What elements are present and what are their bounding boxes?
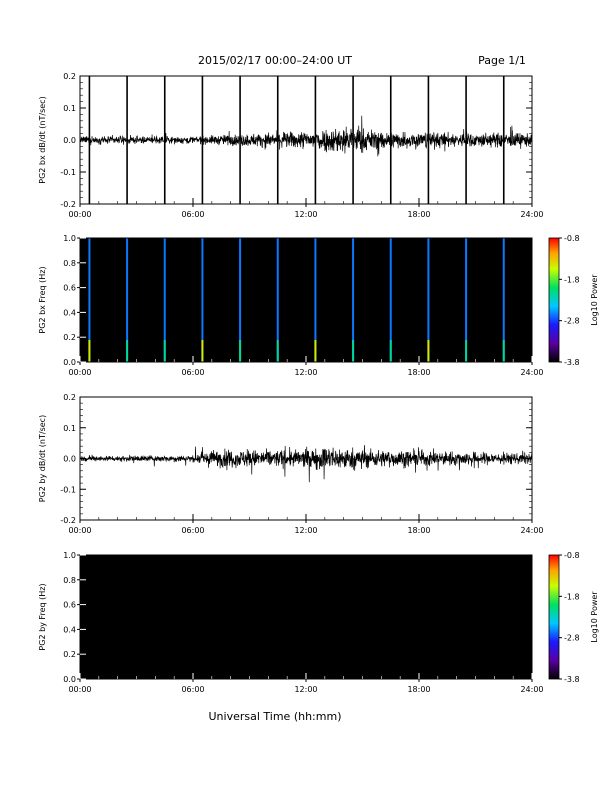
data-trace — [80, 115, 532, 157]
x-tick-label: 18:00 — [407, 368, 430, 377]
heatmap-background — [80, 555, 532, 679]
y-tick-label: 0.6 — [63, 601, 76, 610]
calibration-line — [276, 238, 279, 362]
colorbar-tick-label: -2.8 — [564, 317, 580, 326]
calibration-line-base — [314, 340, 317, 362]
x-axis-title: Universal Time (hh:mm) — [209, 710, 342, 723]
calibration-line — [502, 238, 505, 362]
data-trace — [80, 445, 532, 483]
calibration-line — [201, 238, 204, 362]
y-axis-label: PG2 bx dB/dt (nT/sec) — [38, 96, 47, 183]
x-tick-label: 24:00 — [520, 368, 543, 377]
colorbar-tick-label: -1.8 — [564, 275, 580, 284]
x-tick-label: 18:00 — [407, 210, 430, 219]
x-tick-label: 24:00 — [520, 210, 543, 219]
x-tick-label: 00:00 — [68, 210, 91, 219]
y-tick-label: -0.1 — [60, 485, 76, 494]
panel-4: 1.0 0.8 0.6 0.4 0.2 0.0 -0.8 -1.8 -2.8 -3.8 Log10 … — [38, 551, 599, 694]
colorbar-tick-label: -2.8 — [564, 634, 580, 643]
x-tick-label: 00:00 — [68, 526, 91, 535]
colorbar-tick-label: -3.8 — [564, 675, 580, 684]
y-tick-label: 1.0 — [63, 551, 76, 560]
y-tick-label: 0.2 — [63, 72, 76, 81]
y-tick-label: 0.2 — [63, 333, 76, 342]
calibration-line-base — [276, 340, 279, 362]
calibration-line-base — [465, 340, 468, 362]
calibration-line-base — [126, 340, 129, 362]
calibration-line-base — [88, 340, 91, 362]
y-axis-label: PG2 by dB/dt (nT/sec) — [38, 415, 47, 502]
y-tick-label: 0.8 — [63, 259, 76, 268]
calibration-line — [163, 238, 166, 362]
x-tick-label: 06:00 — [181, 685, 204, 694]
panel-2: 1.0 0.8 0.6 0.4 0.2 0.0 -0.8 -1.8 -2.8 -3.8 Log10 … — [38, 234, 599, 377]
y-tick-label: 0.0 — [63, 136, 76, 145]
y-tick-label: 0.8 — [63, 576, 76, 585]
colorbar-label: Log10 Power — [590, 591, 599, 643]
y-tick-label: 0.4 — [63, 625, 76, 634]
panel-1: 0.2 0.1 0.0 -0.1 -0.200:00 06:00 12:00 18:00 24:… — [38, 72, 544, 219]
panels: 0.20.10.0-0.1-0.200:00 06:00 12:00 18:00 24:… — [38, 72, 599, 694]
y-tick-label: -0.2 — [60, 200, 76, 209]
x-tick-label: 24:00 — [520, 526, 543, 535]
y-tick-label: -0.1 — [60, 168, 76, 177]
y-tick-label: 1.0 — [63, 234, 76, 243]
colorbar — [548, 237, 560, 363]
x-tick-label: 18:00 — [407, 685, 430, 694]
calibration-line-base — [427, 340, 430, 362]
x-tick-label: 00:00 — [68, 685, 91, 694]
x-tick-label: 18:00 — [407, 526, 430, 535]
colorbar-tick-label: -0.8 — [564, 234, 580, 243]
x-tick-label: 12:00 — [294, 526, 317, 535]
calibration-line-base — [163, 340, 166, 362]
calibration-line — [126, 238, 129, 362]
x-tick-label: 12:00 — [294, 210, 317, 219]
calibration-line — [465, 238, 468, 362]
y-tick-label: 0.0 — [63, 455, 76, 464]
y-axis-label: PG2 bx Freq (Hz) — [38, 266, 47, 333]
calibration-line-base — [502, 340, 505, 362]
x-tick-label: 06:00 — [181, 368, 204, 377]
y-axis-label: PG2 by Freq (Hz) — [38, 583, 47, 650]
calibration-line — [88, 238, 91, 362]
calibration-line-base — [352, 340, 355, 362]
calibration-line-base — [239, 340, 242, 362]
x-tick-label: 12:00 — [294, 685, 317, 694]
colorbar-tick-label: -0.8 — [564, 551, 580, 560]
x-tick-label: 00:00 — [68, 368, 91, 377]
y-tick-label: 0.0 — [63, 358, 76, 367]
panel-3: 0.2 0.1 0.0 -0.1 -0.200:00 06:00 12:00 18:00 24:… — [38, 393, 544, 535]
heatmap-background — [80, 238, 532, 362]
calibration-line — [389, 238, 392, 362]
calibration-line — [239, 238, 242, 362]
y-tick-label: -0.2 — [60, 516, 76, 525]
y-tick-label: 0.2 — [63, 650, 76, 659]
y-tick-label: 0.4 — [63, 308, 76, 317]
y-tick-label: 0.2 — [63, 393, 76, 402]
colorbar-label: Log10 Power — [590, 274, 599, 326]
colorbar — [548, 554, 560, 680]
x-tick-label: 12:00 — [294, 368, 317, 377]
calibration-line — [314, 238, 317, 362]
x-tick-label: 06:00 — [181, 526, 204, 535]
x-tick-label: 06:00 — [181, 210, 204, 219]
calibration-line-base — [201, 340, 204, 362]
colorbar-tick-label: -1.8 — [564, 592, 580, 601]
y-tick-label: 0.1 — [63, 424, 76, 433]
y-tick-label: 0.6 — [63, 284, 76, 293]
y-tick-label: 0.0 — [63, 675, 76, 684]
y-tick-label: 0.1 — [63, 104, 76, 113]
figure-title: 2015/02/17 00:00–24:00 UT — [198, 54, 352, 67]
x-tick-label: 24:00 — [520, 685, 543, 694]
calibration-line-base — [389, 340, 392, 362]
colorbar-tick-label: -3.8 — [564, 358, 580, 367]
page-label: Page 1/1 — [478, 54, 526, 67]
calibration-line — [427, 238, 430, 362]
calibration-line — [352, 238, 355, 362]
